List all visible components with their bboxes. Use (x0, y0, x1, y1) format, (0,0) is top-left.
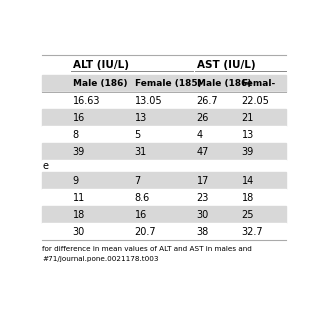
Text: 8.6: 8.6 (134, 193, 150, 203)
Text: 20.7: 20.7 (134, 227, 156, 237)
Text: 8: 8 (73, 130, 79, 140)
Text: 23: 23 (196, 193, 209, 203)
Text: 9: 9 (73, 176, 79, 186)
Text: 17: 17 (196, 176, 209, 186)
Text: 25: 25 (242, 210, 254, 220)
Text: 30: 30 (73, 227, 85, 237)
Text: 4: 4 (196, 130, 203, 140)
Bar (42, 92, 286, 109)
Text: 39: 39 (242, 147, 254, 156)
Text: 16: 16 (134, 210, 147, 220)
Text: 22.05: 22.05 (242, 96, 269, 106)
Text: 47: 47 (196, 147, 209, 156)
Text: 31: 31 (134, 147, 147, 156)
Text: 39: 39 (73, 147, 85, 156)
Text: for difference in mean values of ALT and AST in males and: for difference in mean values of ALT and… (42, 246, 252, 252)
Bar (42, 75, 286, 92)
Text: 32.7: 32.7 (242, 227, 263, 237)
Text: 5: 5 (134, 130, 141, 140)
Text: 38: 38 (196, 227, 209, 237)
Bar (42, 126, 286, 143)
Text: 16: 16 (73, 113, 85, 123)
Text: 11: 11 (73, 193, 85, 203)
Text: 18: 18 (73, 210, 85, 220)
Text: 13.05: 13.05 (134, 96, 162, 106)
Text: 30: 30 (196, 210, 209, 220)
Text: 26.7: 26.7 (196, 96, 218, 106)
Bar (42, 55, 286, 75)
Bar (42, 189, 286, 206)
Text: 13: 13 (242, 130, 254, 140)
Text: 13: 13 (134, 113, 147, 123)
Text: 21: 21 (242, 113, 254, 123)
Bar (42, 172, 286, 189)
Text: 18: 18 (242, 193, 254, 203)
Text: 7: 7 (134, 176, 141, 186)
Text: Femal-: Femal- (242, 79, 276, 88)
Text: 14: 14 (242, 176, 254, 186)
Text: ALT (IU/L): ALT (IU/L) (73, 60, 129, 70)
Text: #71/journal.pone.0021178.t003: #71/journal.pone.0021178.t003 (42, 256, 159, 262)
Text: Male (186): Male (186) (196, 79, 251, 88)
Text: 26: 26 (196, 113, 209, 123)
Bar (42, 143, 286, 160)
Text: Male (186): Male (186) (73, 79, 127, 88)
Text: 16.63: 16.63 (73, 96, 100, 106)
Bar (42, 160, 286, 172)
Bar (42, 223, 286, 240)
Bar (42, 206, 286, 223)
Bar (42, 109, 286, 126)
Text: AST (IU/L): AST (IU/L) (196, 60, 255, 70)
Text: Female (185): Female (185) (134, 79, 201, 88)
Text: e: e (42, 161, 48, 171)
